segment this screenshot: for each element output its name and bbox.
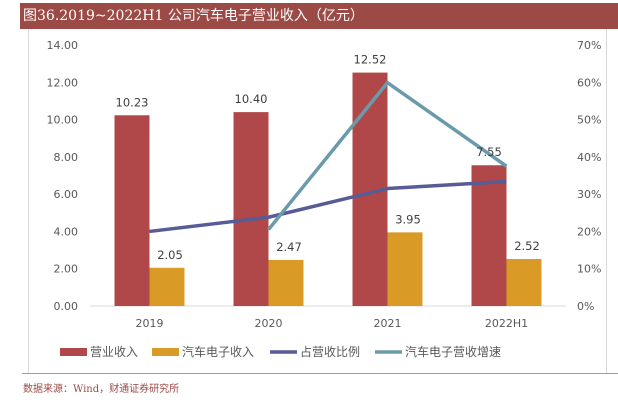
bar-revenue — [471, 165, 507, 306]
data-label: 12.52 — [354, 53, 387, 67]
data-labels: 10.23 10.40 12.52 7.55 2.05 2.47 3.95 2.52 — [116, 53, 540, 262]
x-tick-label: 2021 — [374, 317, 402, 330]
line-auto-growth — [267, 80, 508, 231]
bars — [114, 72, 542, 306]
y2-tick-label: 10% — [577, 263, 601, 276]
data-label: 2.05 — [157, 248, 183, 262]
bar-revenue — [114, 115, 150, 306]
lines — [149, 80, 508, 234]
bar-auto-electronics — [387, 232, 423, 306]
y2-tick-label: 40% — [577, 151, 601, 164]
source-note: 数据来源：Wind，财通证券研究所 — [23, 384, 180, 395]
x-tick-label: 2020 — [255, 317, 283, 330]
y-tick-label: 2.00 — [54, 263, 79, 276]
y-tick-label: 0.00 — [54, 300, 79, 313]
y2-tick-label: 50% — [577, 114, 601, 127]
bar-revenue — [233, 112, 269, 306]
x-tick-label: 2019 — [136, 317, 164, 330]
legend-swatch — [152, 348, 179, 356]
y2-tick-label: 30% — [577, 188, 601, 201]
y2-tick-label: 0% — [577, 300, 594, 313]
data-label: 10.40 — [235, 92, 268, 106]
y-tick-label: 14.00 — [47, 39, 79, 52]
line-share-of-revenue — [149, 179, 507, 234]
x-axis: 2019 2020 2021 2022H1 — [136, 317, 529, 330]
y-tick-label: 4.00 — [54, 225, 79, 238]
data-label: 10.23 — [116, 95, 149, 109]
legend-label: 营业收入 — [90, 345, 138, 359]
legend-label: 汽车电子营收增速 — [405, 344, 501, 359]
y-tick-label: 12.00 — [47, 76, 79, 89]
y-axis-right: 0% 10% 20% 30% 40% 50% 60% 70% — [577, 39, 601, 313]
bar-auto-electronics — [506, 259, 542, 306]
footer-divider — [22, 373, 618, 374]
legend: 营业收入 汽车电子收入 占营收比例 汽车电子营收增速 — [60, 344, 501, 359]
bar-auto-electronics — [149, 267, 185, 306]
y-axis-left: 0.00 2.00 4.00 6.00 8.00 10.00 12.00 14.00 — [47, 39, 79, 313]
data-label: 3.95 — [395, 212, 421, 226]
bar-auto-electronics — [268, 259, 304, 306]
legend-label: 占营收比例 — [300, 344, 360, 359]
y2-tick-label: 20% — [577, 225, 601, 238]
y-tick-label: 8.00 — [54, 151, 79, 164]
y-tick-label: 6.00 — [54, 188, 79, 201]
legend-label: 汽车电子收入 — [182, 344, 254, 359]
y-tick-label: 10.00 — [47, 114, 79, 127]
y2-tick-label: 70% — [577, 39, 601, 52]
data-label: 2.52 — [514, 239, 540, 253]
x-tick-label: 2022H1 — [485, 317, 528, 330]
y2-tick-label: 60% — [577, 76, 601, 89]
legend-swatch — [60, 348, 87, 356]
chart-title: 图36.2019~2022H1 公司汽车电子营业收入（亿元） — [20, 3, 618, 29]
data-label: 2.47 — [276, 240, 302, 254]
data-label: 7.55 — [476, 145, 502, 159]
